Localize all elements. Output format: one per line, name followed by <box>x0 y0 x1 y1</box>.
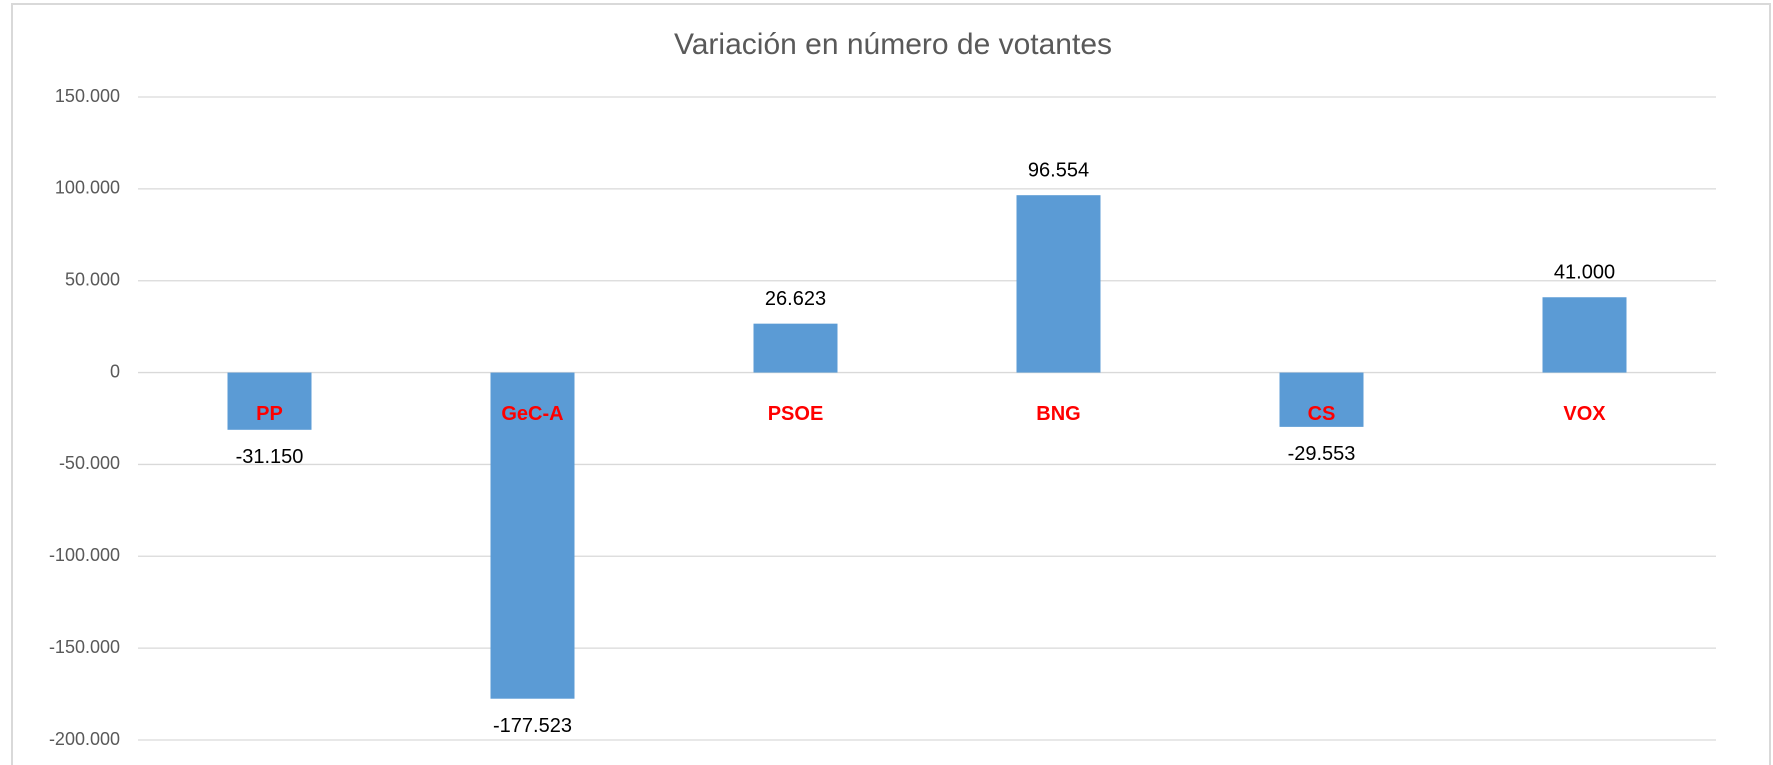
category-label: CS <box>1308 403 1336 425</box>
y-tick-label: 0 <box>110 361 120 381</box>
y-tick-label: -50.000 <box>59 453 120 473</box>
bar <box>1542 297 1627 373</box>
chart-border <box>11 3 1771 765</box>
data-label: 26.623 <box>765 288 826 310</box>
data-label: 41.000 <box>1554 262 1615 284</box>
y-tick-label: 50.000 <box>65 269 120 289</box>
data-label: -31.150 <box>236 446 304 468</box>
y-tick-label: -200.000 <box>49 729 120 749</box>
bar <box>753 323 838 373</box>
data-label: -177.523 <box>493 715 572 737</box>
bar <box>1016 195 1101 373</box>
category-label: GeC-A <box>501 403 563 425</box>
category-label: VOX <box>1563 403 1606 425</box>
data-label: 96.554 <box>1028 159 1089 181</box>
chart-title: Variación en número de votantes <box>674 28 1112 61</box>
category-label: BNG <box>1036 403 1080 425</box>
category-label: PSOE <box>768 403 824 425</box>
y-tick-label: -150.000 <box>49 637 120 657</box>
y-tick-label: 100.000 <box>55 178 120 198</box>
bar <box>490 372 575 699</box>
category-label: PP <box>256 403 283 425</box>
data-label: -29.553 <box>1288 443 1356 465</box>
bar <box>227 372 312 430</box>
y-tick-label: -100.000 <box>49 545 120 565</box>
bar <box>1279 372 1364 427</box>
y-tick-label: 150.000 <box>55 86 120 106</box>
